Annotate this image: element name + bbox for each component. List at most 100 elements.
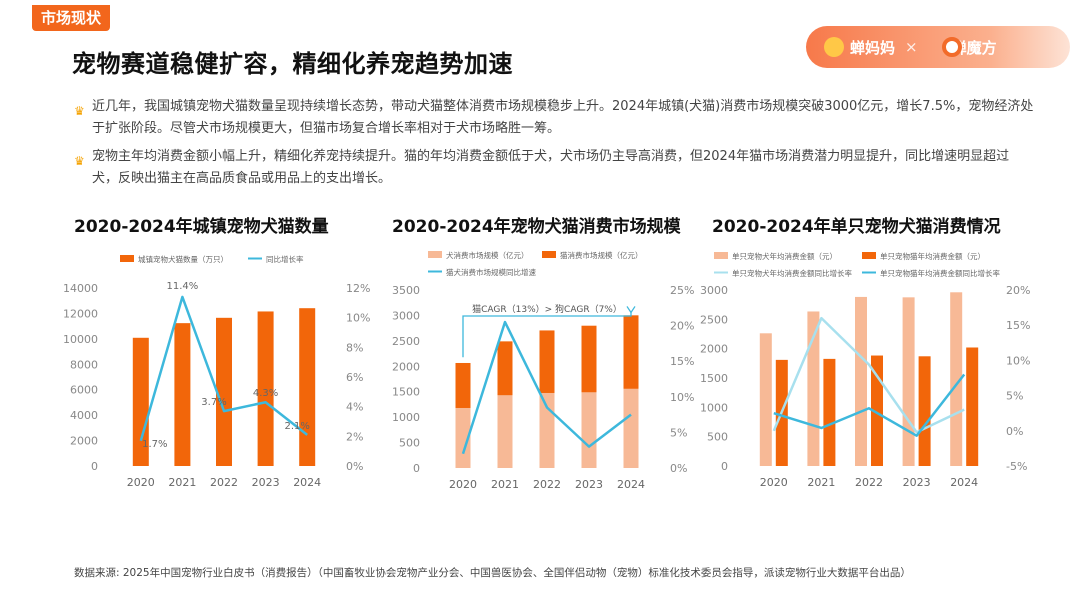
x-tick-label: 2023 xyxy=(575,478,603,491)
y-left-tick-label: 14000 xyxy=(63,282,98,295)
bar xyxy=(871,355,883,466)
series-line xyxy=(773,373,966,437)
bar xyxy=(623,388,639,468)
x-tick-label: 2020 xyxy=(760,476,788,489)
y-right-tick-label: 5% xyxy=(670,426,687,439)
bar xyxy=(823,358,836,466)
y-left-tick-label: 1500 xyxy=(392,386,420,399)
bullet-text: 近几年，我国城镇宠物犬猫数量呈现持续增长态势，带动犬猫整体消费市场规模稳步上升。… xyxy=(92,99,1034,136)
y-left-tick-label: 3000 xyxy=(700,284,728,297)
chart-market-size: 犬消费市场规模（亿元） 猫消费市场规模（亿元） 猫犬消费市场规模同比增速 0 500 10… xyxy=(392,250,694,491)
legend-label: 猫犬消费市场规模同比增速 xyxy=(446,267,536,277)
y-right-tick-label: 20% xyxy=(1006,284,1030,297)
y-right-tick-label: 0% xyxy=(346,460,363,473)
data-source-note: 数据来源: 2025年中国宠物行业白皮书（消费报告）（中国畜牧业协会宠物产业分会… xyxy=(74,567,911,579)
x-tick-label: 2022 xyxy=(210,476,238,489)
bar xyxy=(299,308,316,466)
bar xyxy=(174,323,191,466)
bar xyxy=(455,362,471,408)
bar xyxy=(855,296,867,466)
y-left-tick-label: 4000 xyxy=(70,409,98,422)
summary-bullets: ♛ 近几年，我国城镇宠物犬猫数量呈现持续增长态势，带动犬猫整体消费市场规模稳步上… xyxy=(74,96,1034,196)
y-left-tick-label: 3000 xyxy=(392,309,420,322)
y-left-tick-label: 0 xyxy=(413,462,420,475)
y-left-tick-label: 1500 xyxy=(700,372,728,385)
x-tick-label: 2024 xyxy=(950,476,978,489)
legend-label: 单只宠物猫年均消费金额（元） xyxy=(880,251,985,261)
y-left-tick-label: 2500 xyxy=(392,335,420,348)
bullet-text: 宠物主年均消费金额小幅上升，精细化养宠持续提升。猫的年均消费金额低于犬，犬市场仍… xyxy=(92,149,1010,186)
brand-name-2: 蝉魔方 xyxy=(951,38,997,57)
bar xyxy=(539,330,555,393)
y-right-tick-label: 4% xyxy=(346,401,363,414)
y-left-tick-label: 500 xyxy=(399,437,420,450)
y-right-tick-label: 15% xyxy=(1006,319,1030,332)
y-left-tick-label: 2000 xyxy=(70,435,98,448)
x-tick-label: 2023 xyxy=(252,476,280,489)
y-right-tick-label: 5% xyxy=(1006,390,1023,403)
x-tick-label: 2023 xyxy=(903,476,931,489)
legend-label: 单只宠物猫年均消费金额同比增长率 xyxy=(880,268,1000,278)
bar xyxy=(623,315,639,389)
y-left-tick-label: 3500 xyxy=(392,284,420,297)
bar xyxy=(581,325,597,393)
legend-label: 猫消费市场规模（亿元） xyxy=(560,250,643,260)
brand-separator: × xyxy=(905,38,918,56)
y-right-tick-label: 20% xyxy=(670,320,694,333)
y-right-tick-label: 15% xyxy=(670,355,694,368)
chart-pet-count: 城镇宠物犬猫数量（万只） 同比增长率 0 2000 4000 6000 8000 10000 1… xyxy=(63,254,370,489)
legend-label: 单只宠物犬年均消费金额（元） xyxy=(732,251,837,261)
crown-icon: ♛ xyxy=(74,104,85,118)
y-right-tick-label: 0% xyxy=(670,462,687,475)
data-label: 4.3% xyxy=(253,388,278,399)
bar xyxy=(581,392,597,468)
bar xyxy=(966,347,979,466)
x-tick-label: 2022 xyxy=(533,478,561,491)
chart-per-pet-spending: 单只宠物犬年均消费金额（元） 单只宠物猫年均消费金额（元） 单只宠物犬年均消费金额同… xyxy=(700,251,1030,489)
x-tick-label: 2020 xyxy=(127,476,155,489)
section-tag: 市场现状 xyxy=(32,5,111,31)
bullet-item: ♛ 宠物主年均消费金额小幅上升，精细化养宠持续提升。猫的年均消费金额低于犬，犬市… xyxy=(74,146,1034,190)
y-right-tick-label: 10% xyxy=(346,312,370,325)
y-right-tick-label: 6% xyxy=(346,371,363,384)
y-right-tick-label: 10% xyxy=(1006,354,1030,367)
legend-swatch xyxy=(862,252,876,259)
y-right-tick-label: 25% xyxy=(670,284,694,297)
brand-name-1: 蝉妈妈 xyxy=(850,38,896,57)
y-left-tick-label: 1000 xyxy=(392,411,420,424)
legend-swatch xyxy=(714,252,728,259)
annotation-arrowhead xyxy=(626,306,636,314)
x-tick-label: 2022 xyxy=(855,476,883,489)
bar xyxy=(950,292,963,466)
y-right-tick-label: -5% xyxy=(1006,460,1027,473)
chart-1-title: 2020-2024年城镇宠物犬猫数量 xyxy=(74,217,329,237)
y-left-tick-label: 2000 xyxy=(392,360,420,373)
bullet-item: ♛ 近几年，我国城镇宠物犬猫数量呈现持续增长态势，带动犬猫整体消费市场规模稳步上… xyxy=(74,96,1034,140)
bar xyxy=(497,395,513,468)
x-tick-label: 2021 xyxy=(807,476,835,489)
y-right-tick-label: 10% xyxy=(670,391,694,404)
legend-label: 城镇宠物犬猫数量（万只） xyxy=(138,254,228,264)
bar xyxy=(902,297,915,466)
y-right-tick-label: 12% xyxy=(346,282,370,295)
legend-swatch xyxy=(542,251,556,258)
data-label: 1.7% xyxy=(142,439,167,450)
bar xyxy=(539,392,555,468)
annotation-text: 猫CAGR（13%）> 狗CAGR（7%） xyxy=(472,303,622,315)
legend-swatch xyxy=(120,255,134,262)
bar xyxy=(257,311,274,466)
crown-icon: ♛ xyxy=(74,154,85,168)
y-left-tick-label: 2500 xyxy=(700,313,728,326)
x-tick-label: 2021 xyxy=(168,476,196,489)
bar xyxy=(759,333,772,466)
bar xyxy=(497,341,513,396)
bar xyxy=(455,407,471,468)
page-title: 宠物赛道稳健扩容，精细化养宠趋势加速 xyxy=(72,50,513,78)
data-label: 2.1% xyxy=(284,421,309,432)
bar xyxy=(216,317,232,466)
y-right-tick-label: 0% xyxy=(1006,425,1023,438)
legend-swatch xyxy=(428,251,442,258)
x-tick-label: 2020 xyxy=(449,478,477,491)
y-left-tick-label: 0 xyxy=(721,460,728,473)
y-right-tick-label: 2% xyxy=(346,430,363,443)
